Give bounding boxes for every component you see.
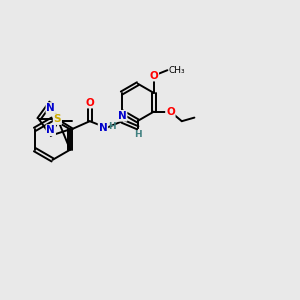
Text: N: N (99, 123, 107, 133)
Text: O: O (149, 70, 158, 81)
Text: S: S (54, 114, 61, 124)
Text: O: O (85, 98, 94, 108)
Text: CH₃: CH₃ (169, 66, 185, 75)
Text: N: N (46, 103, 55, 113)
Text: O: O (166, 106, 175, 117)
Text: H: H (108, 122, 116, 131)
Text: N: N (46, 125, 55, 135)
Text: H: H (135, 130, 142, 139)
Text: N: N (118, 111, 127, 121)
